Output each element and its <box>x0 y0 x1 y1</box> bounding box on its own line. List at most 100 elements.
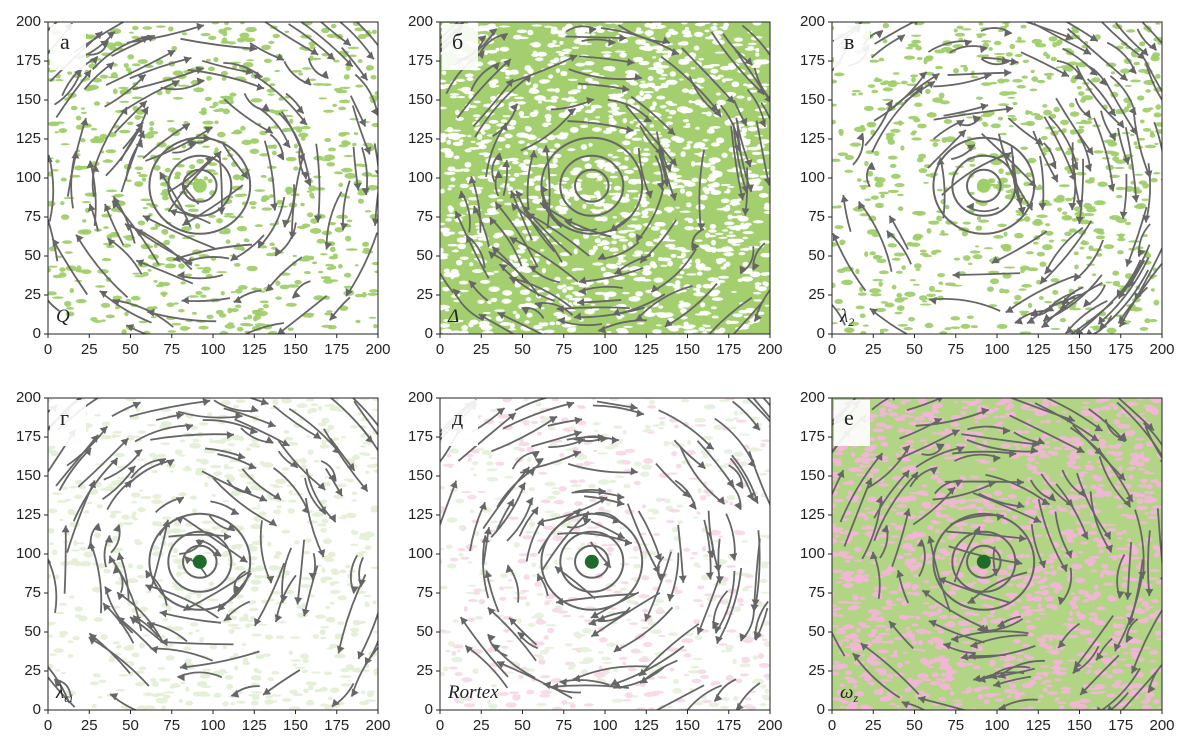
arrow <box>1004 69 1011 77</box>
texture <box>1140 120 1145 124</box>
arrow <box>250 405 258 413</box>
texture <box>292 70 302 73</box>
texture <box>658 676 667 679</box>
texture <box>250 149 259 154</box>
texture <box>939 93 945 99</box>
texture <box>1134 62 1140 66</box>
texture <box>94 101 100 105</box>
arrow <box>929 297 937 305</box>
texture <box>437 548 445 550</box>
arrow <box>104 389 112 396</box>
texture <box>194 264 200 266</box>
texture <box>666 283 675 286</box>
texture <box>447 564 457 569</box>
texture <box>359 397 370 401</box>
texture <box>509 328 517 330</box>
texture <box>759 473 768 476</box>
texture <box>669 549 673 552</box>
texture <box>685 27 689 31</box>
texture <box>92 489 98 494</box>
texture <box>976 97 983 100</box>
texture <box>54 122 65 124</box>
texture <box>224 27 232 30</box>
texture <box>703 554 709 558</box>
texture <box>929 286 935 292</box>
texture <box>629 622 638 625</box>
texture <box>679 301 684 304</box>
texture <box>213 109 220 112</box>
texture <box>1155 74 1161 79</box>
texture <box>540 675 550 678</box>
texture <box>1125 85 1132 87</box>
texture <box>1096 235 1105 239</box>
y-tick-label: 75 <box>808 208 825 225</box>
texture <box>491 521 499 524</box>
texture <box>660 105 667 108</box>
arrow <box>266 284 274 292</box>
texture <box>106 314 115 318</box>
texture <box>1050 328 1060 330</box>
texture <box>203 669 211 672</box>
y-tick-label: 175 <box>16 52 41 69</box>
texture <box>671 254 677 258</box>
texture <box>91 128 98 130</box>
texture <box>1155 104 1161 110</box>
texture <box>599 637 608 642</box>
texture <box>291 659 302 661</box>
texture <box>502 586 514 589</box>
arrow <box>471 2 479 10</box>
texture <box>268 331 278 336</box>
texture <box>683 119 689 122</box>
texture <box>332 104 337 107</box>
texture <box>913 284 920 286</box>
texture <box>100 75 109 79</box>
texture <box>764 205 773 210</box>
texture <box>538 101 542 104</box>
texture <box>1057 207 1062 211</box>
texture <box>253 316 258 322</box>
texture <box>666 80 678 85</box>
texture <box>202 694 211 697</box>
texture <box>251 700 259 705</box>
texture <box>446 330 452 333</box>
texture <box>904 291 915 296</box>
texture <box>609 176 617 179</box>
texture <box>989 82 997 85</box>
texture <box>135 167 143 171</box>
texture <box>855 269 859 274</box>
texture <box>661 51 669 54</box>
texture <box>562 49 572 51</box>
texture <box>97 696 102 698</box>
texture <box>465 149 472 153</box>
texture <box>318 271 323 274</box>
texture <box>140 199 151 202</box>
streamline <box>1093 12 1145 59</box>
texture <box>636 95 642 100</box>
texture <box>57 500 68 503</box>
texture <box>1070 111 1080 117</box>
texture <box>67 71 72 74</box>
texture <box>743 83 747 86</box>
texture <box>614 186 621 191</box>
texture <box>515 313 520 318</box>
texture <box>742 231 754 234</box>
texture <box>110 606 121 609</box>
texture <box>950 316 960 320</box>
texture <box>702 65 714 69</box>
texture <box>341 168 353 173</box>
texture <box>196 159 204 164</box>
texture <box>231 627 242 629</box>
streamline <box>353 106 370 155</box>
texture <box>500 322 512 326</box>
texture <box>456 260 463 266</box>
texture <box>699 58 704 60</box>
texture <box>452 651 456 656</box>
streamline <box>261 520 272 583</box>
texture <box>765 688 769 694</box>
texture <box>152 681 159 687</box>
texture <box>224 20 229 25</box>
texture <box>371 567 382 569</box>
texture <box>112 431 122 434</box>
texture <box>242 661 249 665</box>
texture <box>763 175 773 177</box>
